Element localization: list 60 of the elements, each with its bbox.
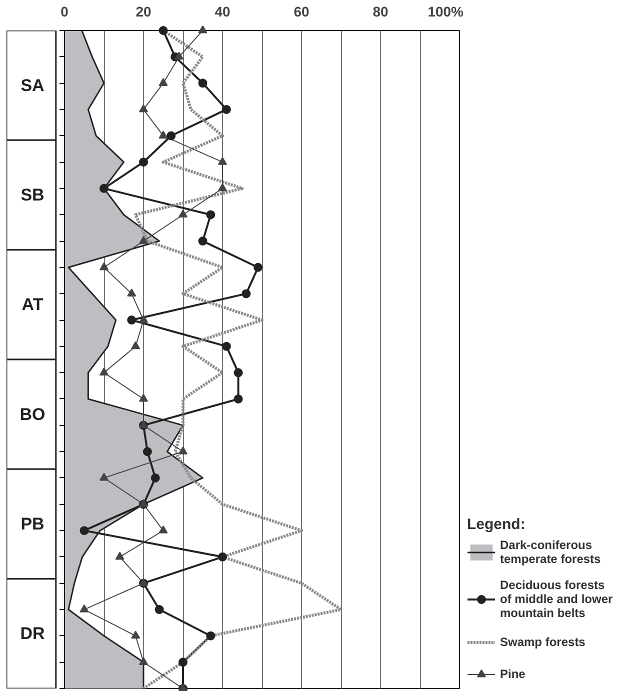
point: [242, 289, 251, 298]
point: [206, 631, 216, 640]
point: [115, 552, 124, 560]
point: [131, 630, 140, 639]
point: [222, 342, 231, 351]
point: [100, 472, 108, 481]
legend-label: Dark-coniferous temperate forests: [500, 538, 601, 566]
x-tick-label: 100%: [428, 4, 464, 20]
point: [158, 130, 168, 139]
point: [139, 236, 148, 244]
point: [218, 183, 227, 192]
text: BO: [20, 404, 46, 424]
point: [198, 78, 208, 88]
point: [178, 210, 188, 218]
x-tick-label: 0: [60, 4, 69, 20]
point: [139, 158, 148, 167]
point: [127, 316, 136, 325]
point: [139, 314, 148, 323]
text: DR: [20, 624, 45, 644]
point: [139, 394, 148, 402]
legend-label: Pine: [500, 667, 526, 681]
point: [222, 104, 231, 114]
point: [234, 394, 243, 404]
point: [142, 447, 152, 456]
point: [206, 210, 216, 220]
point: [100, 262, 108, 270]
point: [198, 25, 208, 34]
point: [254, 262, 263, 272]
point: [100, 184, 108, 193]
x-tick-label: 80: [372, 4, 388, 20]
point: [158, 78, 168, 86]
x-tick-label: 60: [294, 4, 310, 20]
point: [150, 473, 160, 482]
point: [80, 604, 89, 612]
text: AT: [22, 295, 44, 314]
point: [139, 104, 148, 112]
text: SB: [20, 186, 44, 204]
legend-label: Deciduous forests of middle and lower mountain belts: [500, 578, 613, 620]
point: [127, 288, 136, 297]
point: [80, 526, 89, 536]
point: [174, 52, 184, 60]
point: [178, 446, 188, 454]
point: [131, 341, 140, 350]
point: [234, 368, 243, 378]
point: [198, 236, 208, 246]
point: [158, 525, 168, 534]
x-tick-label: 40: [214, 4, 230, 20]
point: [178, 658, 188, 667]
x-tick-label: 20: [136, 4, 152, 20]
text: PB: [20, 514, 44, 534]
point: [100, 368, 108, 376]
legend-label: Swamp forests: [500, 635, 586, 649]
text: SA: [20, 76, 44, 95]
point: [218, 552, 227, 562]
point: [218, 156, 227, 165]
point: [158, 26, 168, 35]
legend-title: Legend:: [467, 516, 526, 533]
point: [154, 605, 164, 614]
point: [166, 131, 176, 140]
point: [139, 657, 148, 665]
